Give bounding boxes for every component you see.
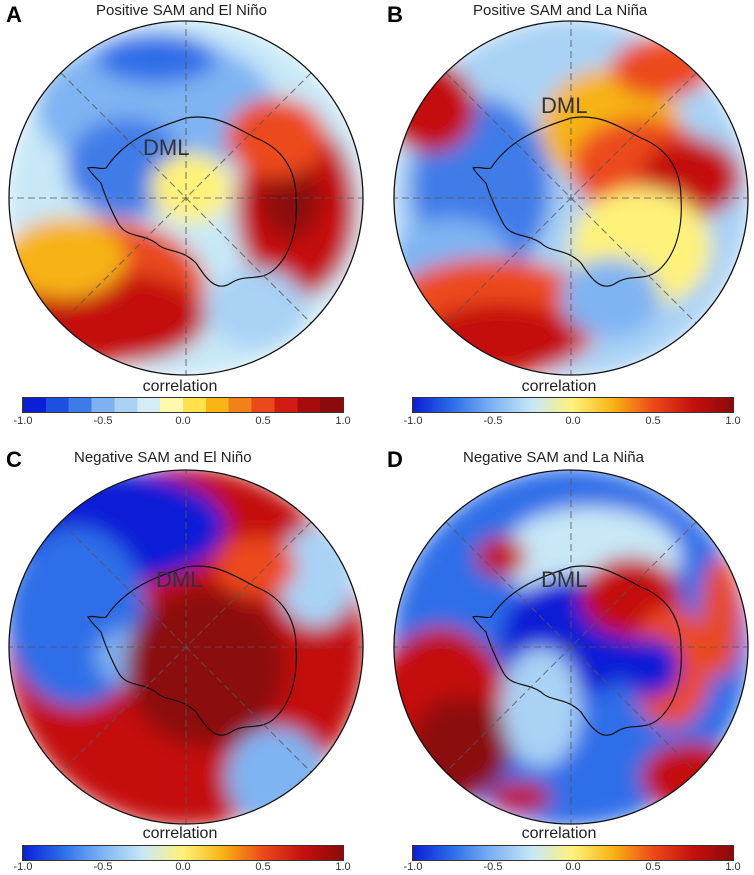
colorbar-tick: 1.0 [725, 415, 741, 427]
colorbar-tick: -0.5 [483, 415, 503, 427]
colorbar-tick: 0.0 [175, 861, 191, 873]
map-gridlines [9, 21, 363, 375]
correlation-region [621, 637, 681, 697]
correlation-region [701, 557, 741, 677]
map-boundary [8, 469, 364, 825]
polar-map: DML [8, 20, 364, 376]
colorbar-tick: 0.0 [565, 415, 581, 427]
colorbar-tick: -1.0 [403, 415, 423, 427]
colorbar-tick: 1.0 [335, 415, 351, 427]
panel-title: Positive SAM and La Niña [473, 2, 648, 19]
colorbar-tick: 1.0 [725, 861, 741, 873]
region-label: DML [541, 93, 587, 118]
polar-map: DML [8, 469, 364, 825]
colorbar-tick: 0.0 [565, 861, 581, 873]
correlation-region [206, 268, 306, 348]
panel-a: A Positive SAM and El Niño DML correlati… [0, 0, 377, 437]
colorbar-tick: -0.5 [483, 861, 503, 873]
colorbar [22, 845, 344, 861]
map-boundary [393, 469, 749, 825]
colorbar-tick: 0.0 [175, 415, 191, 427]
colorbar [412, 397, 734, 413]
correlation-region [491, 782, 551, 812]
correlation-region [216, 537, 296, 597]
colorbar [22, 397, 344, 413]
antarctica-coastline [87, 116, 297, 287]
colorbar [412, 845, 734, 861]
colorbar-tick: -0.5 [93, 415, 113, 427]
colorbar-label: correlation [521, 825, 597, 842]
panel-title: Negative SAM and La Niña [463, 449, 644, 466]
colorbar-label: correlation [521, 378, 597, 395]
colorbar-label: correlation [142, 825, 218, 842]
correlation-region [611, 38, 711, 98]
colorbar-tick: -1.0 [13, 415, 33, 427]
panel-d: D Negative SAM and La Niña DML correlati… [377, 437, 754, 875]
panel-letter: C [6, 447, 22, 472]
map-gridlines [9, 470, 363, 824]
panel-letter: D [387, 447, 403, 472]
colorbar-tick: -1.0 [13, 861, 33, 873]
antarctica-coastline [472, 565, 682, 736]
map-boundary [8, 20, 364, 376]
polar-map: DML [393, 469, 749, 825]
panel-title: Positive SAM and El Niño [96, 2, 267, 19]
panel-b: B Positive SAM and La Niña DML correlati… [377, 0, 754, 437]
map-gridlines [394, 21, 748, 375]
correlation-region [411, 697, 511, 797]
colorbar-label: correlation [142, 378, 218, 395]
correlation-region [476, 537, 526, 577]
colorbar-tick: 0.5 [255, 415, 271, 427]
colorbar-tick: -1.0 [403, 861, 423, 873]
correlation-region [226, 98, 326, 178]
polar-map: DML [393, 20, 749, 376]
correlation-region [561, 258, 661, 338]
antarctica-coastline [87, 565, 297, 736]
colorbar-tick: 0.5 [645, 415, 661, 427]
panel-letter: B [387, 2, 403, 27]
panel-letter: A [6, 2, 22, 27]
colorbar-tick: 0.5 [255, 861, 271, 873]
region-label: DML [541, 567, 587, 592]
correlation-region [421, 303, 581, 373]
map-boundary [393, 20, 749, 376]
region-label: DML [143, 135, 189, 160]
correlation-region [501, 647, 581, 767]
map-gridlines [394, 470, 748, 824]
panel-c: C Negative SAM and El Niño DML correlati… [0, 437, 377, 875]
antarctica-coastline [472, 116, 682, 287]
correlation-region [151, 153, 231, 223]
colorbar-tick: 1.0 [335, 861, 351, 873]
correlation-region [96, 33, 216, 83]
colorbar-tick: -0.5 [93, 861, 113, 873]
colorbar-tick: 0.5 [645, 861, 661, 873]
panel-title: Negative SAM and El Niño [74, 449, 252, 466]
region-label: DML [156, 567, 202, 592]
correlation-region [9, 218, 126, 298]
correlation-region [226, 727, 326, 824]
